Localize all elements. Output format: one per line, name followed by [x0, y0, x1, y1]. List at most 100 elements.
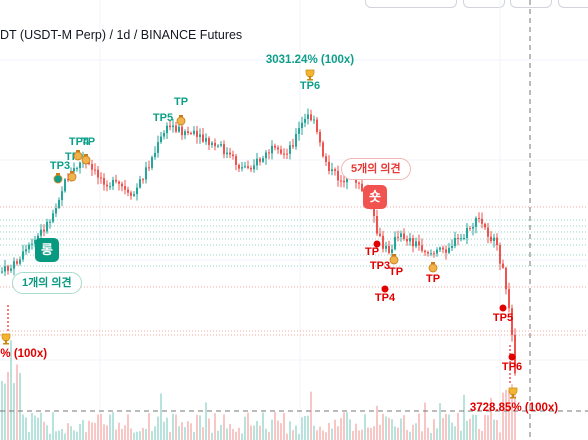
candle-body: [292, 145, 294, 147]
toolbar-button[interactable]: [510, 0, 552, 8]
candle-body: [463, 238, 465, 240]
candle-body: [394, 236, 396, 250]
toolbar-button[interactable]: [365, 0, 457, 8]
candle-body: [259, 158, 261, 162]
volume-bar: [337, 426, 339, 440]
candle-body: [481, 218, 483, 224]
candle-body: [313, 119, 315, 121]
candle-body: [166, 125, 168, 134]
trophy-icon: [309, 76, 311, 79]
volume-bar: [382, 413, 384, 440]
volume-bar: [229, 423, 231, 440]
volume-bar: [16, 364, 18, 440]
volume-bar: [334, 419, 336, 440]
candle-body: [274, 145, 276, 148]
volume-bar: [457, 412, 459, 440]
volume-bar: [295, 425, 297, 440]
candle-body: [61, 191, 63, 200]
volume-bar: [1, 380, 3, 440]
candle-body: [22, 251, 24, 260]
money-bag-icon: [176, 116, 186, 126]
candle-body: [475, 217, 477, 227]
trophy-icon: [510, 397, 516, 399]
volume-bar: [28, 432, 30, 440]
volume-bar: [424, 402, 426, 440]
volume-bar: [463, 394, 465, 440]
candle-body: [190, 133, 192, 135]
candle-body: [97, 169, 99, 178]
candle-body: [148, 167, 150, 169]
volume-bar: [67, 423, 69, 440]
candle-body: [511, 308, 513, 335]
volume-bar: [343, 412, 345, 440]
volume-bar: [187, 421, 189, 440]
candle-body: [442, 247, 444, 250]
volume-bar: [178, 426, 180, 440]
volume-bar: [34, 415, 36, 440]
candle-body: [388, 245, 390, 253]
candle-body: [304, 118, 306, 123]
candle-body: [316, 119, 318, 132]
volume-bar: [349, 419, 351, 440]
candle-body: [55, 207, 57, 214]
volume-bar: [445, 413, 447, 440]
volume-bar: [250, 425, 252, 440]
volume-bar: [256, 421, 258, 440]
volume-bar: [253, 425, 255, 440]
candle-body: [193, 130, 195, 134]
candle-body: [1, 271, 3, 273]
candle-body: [382, 235, 384, 249]
volume-bar: [436, 428, 438, 440]
volume-bar: [142, 427, 144, 440]
candle-body: [331, 169, 333, 172]
tp-label-long: TP6: [300, 80, 320, 92]
candle-body: [103, 177, 105, 185]
volume-bar: [121, 428, 123, 440]
short-signal-badge[interactable]: 숏: [363, 185, 387, 209]
toolbar-button[interactable]: [558, 0, 588, 8]
candle-body: [91, 164, 93, 170]
volume-bar: [220, 424, 222, 440]
trophy-icon: [512, 394, 514, 397]
candle-body: [361, 183, 363, 192]
chart-title: DT (USDT-M Perp) / 1d / BINANCE Futures: [0, 28, 243, 42]
candle-body: [478, 217, 480, 219]
long-signal-badge[interactable]: 롱: [35, 238, 59, 262]
volume-bar: [397, 427, 399, 440]
volume-bar: [442, 418, 444, 440]
long-opinions-pill[interactable]: 1개의 의견: [12, 272, 82, 294]
candle-body: [322, 142, 324, 157]
candle-body: [73, 168, 75, 172]
candle-body: [457, 238, 459, 240]
candle-body: [466, 227, 468, 239]
candle-body: [52, 213, 54, 222]
tp-label-short: TP: [365, 246, 379, 258]
toolbar-button[interactable]: [463, 0, 505, 8]
candle-body: [445, 249, 447, 253]
volume-bar: [325, 432, 327, 440]
short-opinions-pill[interactable]: 5개의 의견: [341, 158, 411, 180]
candle-body: [319, 131, 321, 143]
volume-bar: [133, 432, 135, 440]
volume-bar: [385, 416, 387, 440]
candlesticks: [1, 108, 516, 376]
candle-body: [262, 158, 264, 162]
volume-bar: [82, 419, 84, 440]
candle-body: [10, 268, 12, 271]
money-bag-icon: [84, 154, 88, 156]
volume-bar: [139, 431, 141, 440]
candle-body: [229, 152, 231, 155]
candle-body: [67, 179, 69, 181]
volume-bar: [286, 433, 288, 440]
tp-label-short: TP3: [370, 260, 390, 272]
volume-bar: [91, 422, 93, 440]
volume-bar: [115, 429, 117, 440]
volume-bar: [313, 425, 315, 440]
candle-body: [253, 165, 255, 170]
money-bag-icon: [389, 255, 399, 265]
volume-bar: [208, 418, 210, 440]
volume-bar: [49, 433, 51, 440]
tp-label-long: TP: [174, 96, 188, 108]
